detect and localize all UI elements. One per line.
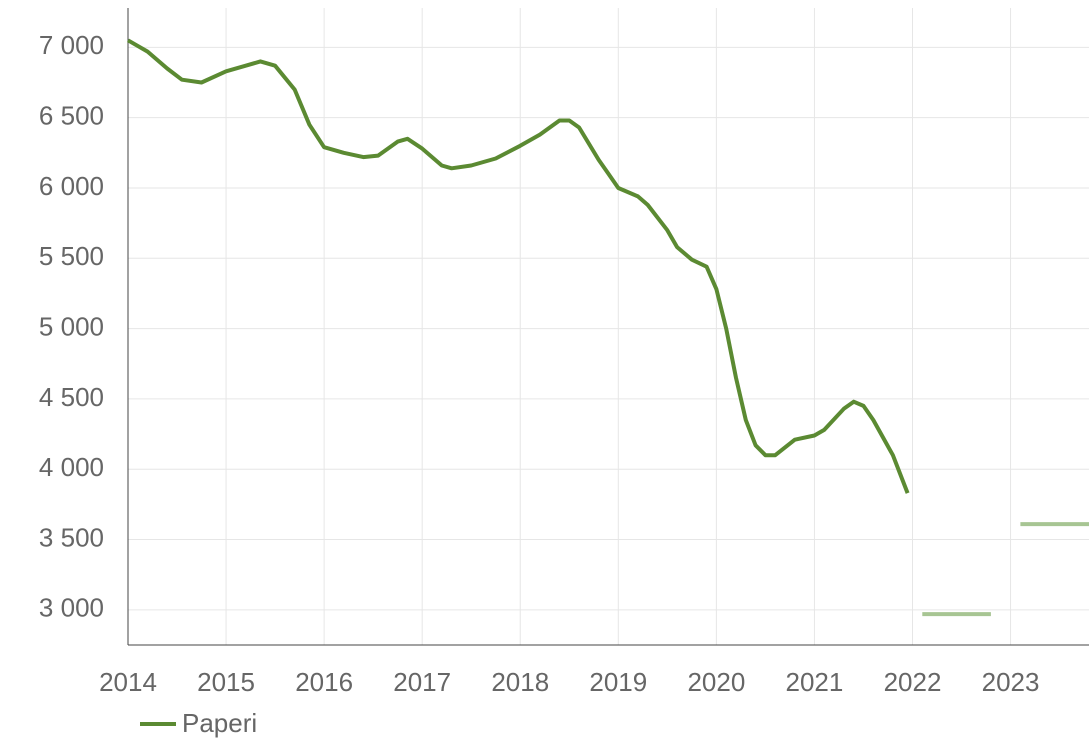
x-tick-label: 2020 <box>687 667 745 697</box>
y-tick-label: 5 500 <box>39 241 104 271</box>
x-tick-label: 2015 <box>197 667 255 697</box>
x-tick-label: 2019 <box>589 667 647 697</box>
x-tick-label: 2021 <box>786 667 844 697</box>
y-tick-label: 6 500 <box>39 101 104 131</box>
x-tick-label: 2018 <box>491 667 549 697</box>
x-tick-label: 2022 <box>884 667 942 697</box>
x-tick-label: 2014 <box>99 667 157 697</box>
y-tick-label: 3 000 <box>39 593 104 623</box>
x-tick-label: 2023 <box>982 667 1040 697</box>
y-tick-label: 4 000 <box>39 452 104 482</box>
y-tick-label: 6 000 <box>39 171 104 201</box>
x-tick-label: 2017 <box>393 667 451 697</box>
data-line <box>922 522 1089 617</box>
y-tick-label: 5 000 <box>39 311 104 341</box>
data-line <box>127 38 910 494</box>
y-tick-label: 7 000 <box>39 30 104 60</box>
y-tick-label: 3 500 <box>39 522 104 552</box>
y-tick-label: 4 500 <box>39 382 104 412</box>
x-tick-label: 2016 <box>295 667 353 697</box>
legend-label: Paperi <box>182 708 257 738</box>
